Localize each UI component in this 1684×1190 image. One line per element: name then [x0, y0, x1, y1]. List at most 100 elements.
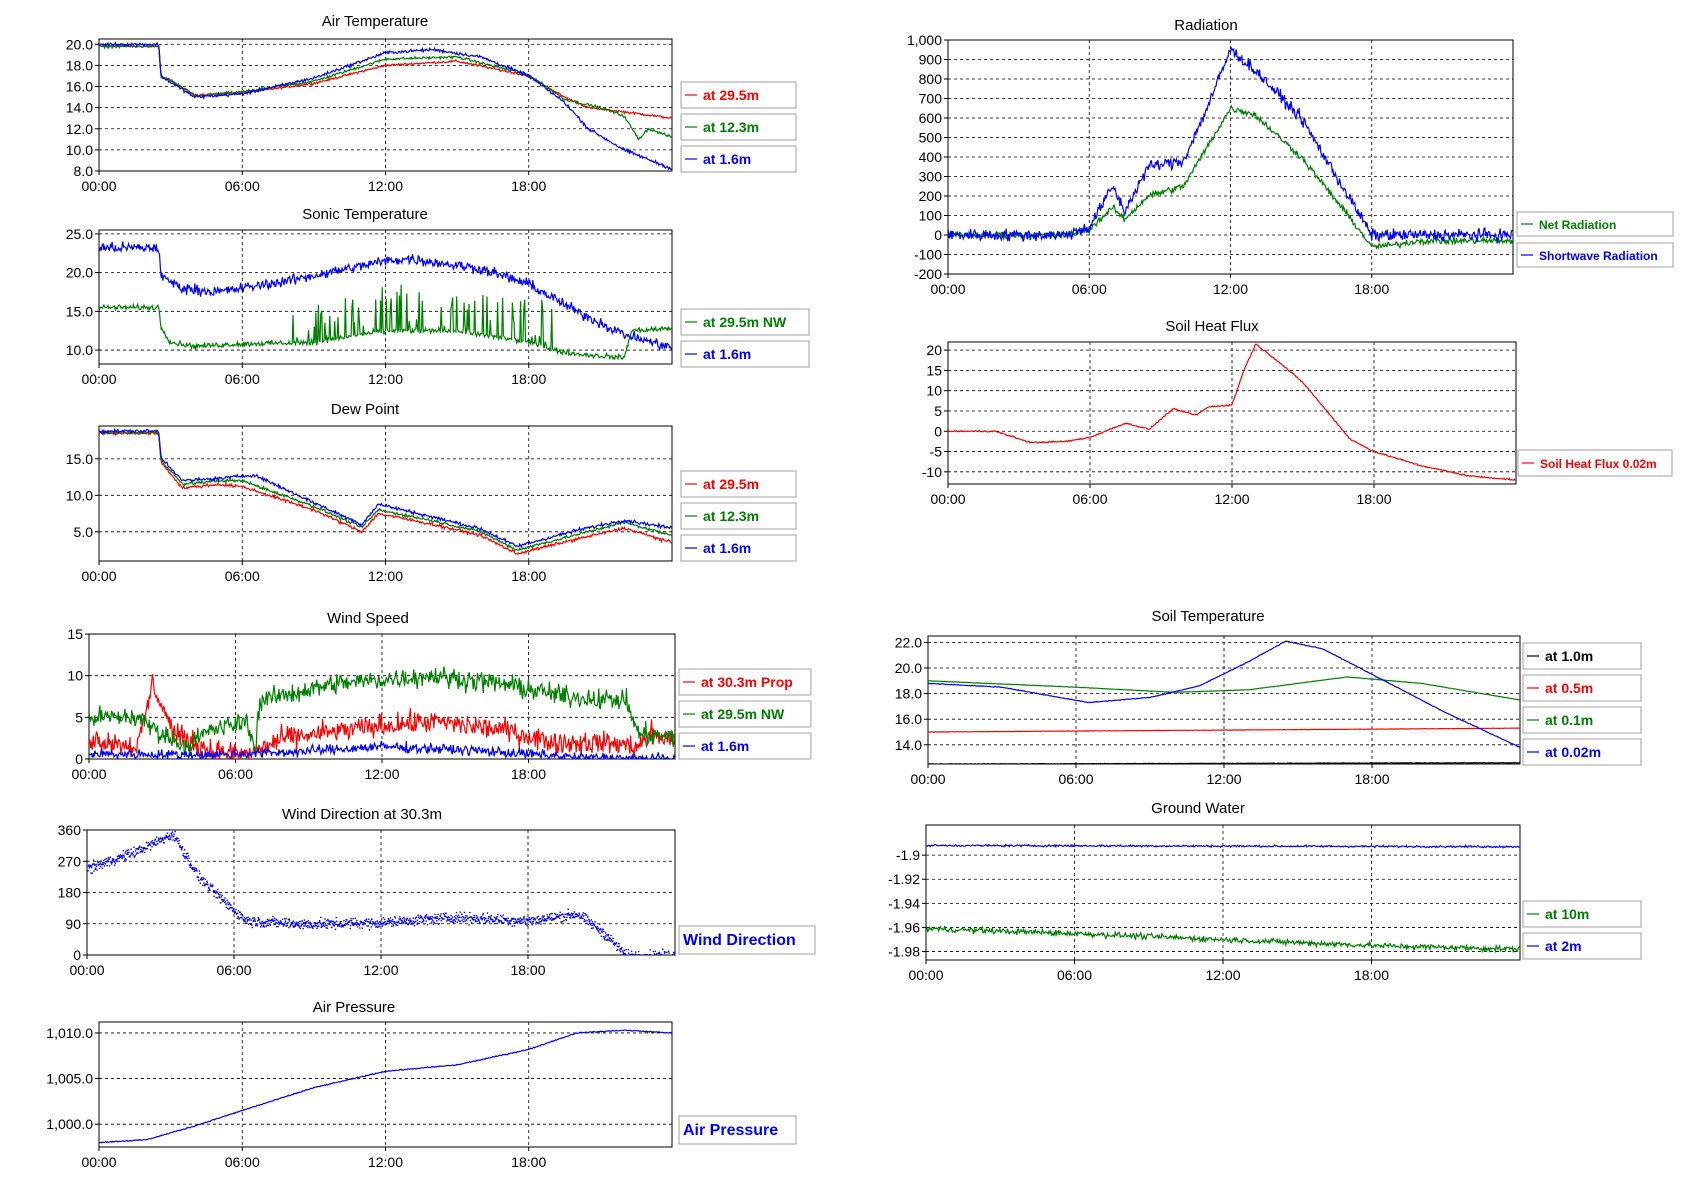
- data-point: [375, 923, 377, 925]
- data-point: [607, 935, 609, 937]
- data-point: [580, 915, 582, 917]
- data-point: [462, 916, 465, 918]
- data-point: [169, 838, 172, 840]
- data-point: [662, 948, 664, 950]
- data-point: [413, 922, 415, 924]
- data-point: [209, 889, 211, 891]
- data-point: [281, 923, 283, 925]
- data-point: [243, 920, 245, 922]
- data-point: [552, 919, 555, 921]
- data-point: [411, 920, 413, 922]
- data-point: [121, 855, 123, 857]
- data-point: [345, 923, 348, 925]
- legend-box: [680, 340, 810, 368]
- data-point: [90, 872, 92, 874]
- data-point: [220, 902, 222, 904]
- data-point: [656, 953, 658, 955]
- data-point: [571, 913, 573, 915]
- data-point: [297, 921, 300, 924]
- data-point: [352, 924, 354, 926]
- data-point: [620, 948, 623, 950]
- data-point: [532, 921, 534, 923]
- data-point: [488, 916, 490, 918]
- data-point: [93, 870, 95, 872]
- data-point: [562, 913, 564, 915]
- legend-label: at 0.5m: [1545, 680, 1593, 696]
- data-point: [593, 923, 596, 926]
- series-line: [99, 41, 672, 171]
- legend-label: at 10m: [1545, 906, 1589, 922]
- data-point: [326, 925, 328, 927]
- data-point: [252, 919, 255, 922]
- data-point: [471, 918, 474, 921]
- legend-box: [680, 308, 810, 336]
- data-point: [133, 846, 135, 848]
- data-point: [266, 924, 268, 927]
- data-point: [528, 919, 530, 921]
- data-point: [236, 913, 238, 915]
- data-point: [149, 843, 151, 845]
- data-point: [500, 920, 502, 922]
- data-point: [164, 838, 166, 840]
- data-point: [249, 917, 251, 920]
- data-point: [408, 923, 410, 925]
- data-point: [597, 927, 600, 930]
- data-point: [586, 919, 588, 922]
- data-point: [297, 924, 299, 927]
- data-point: [261, 920, 264, 923]
- data-point: [581, 914, 584, 916]
- data-point: [93, 863, 96, 865]
- legend-label: Soil Heat Flux 0.02m: [1540, 457, 1657, 471]
- data-point: [601, 930, 603, 932]
- data-point: [316, 927, 318, 930]
- data-point: [588, 918, 590, 921]
- data-point: [427, 918, 429, 920]
- data-point: [310, 923, 312, 925]
- data-point: [349, 920, 351, 922]
- legend-item: at 29.5m NW: [680, 308, 810, 336]
- data-point: [462, 916, 464, 918]
- data-point: [290, 922, 293, 924]
- data-point: [616, 945, 618, 948]
- air_temp-chart: Air Temperature 8.0 10.0 12.0 14.0 16.0 18.0 20…: [66, 13, 797, 194]
- y-tick-label: 10.0: [66, 342, 93, 358]
- data-point: [90, 866, 93, 868]
- data-point: [350, 919, 353, 922]
- data-point: [332, 924, 335, 926]
- data-point: [397, 924, 399, 926]
- data-point: [387, 918, 390, 920]
- data-point: [363, 923, 365, 925]
- data-point: [135, 848, 137, 850]
- data-point: [631, 953, 633, 955]
- data-point: [213, 895, 215, 897]
- data-point: [228, 902, 230, 904]
- data-point: [163, 837, 166, 839]
- data-point: [186, 855, 188, 858]
- legend-item: at 29.5m: [680, 470, 797, 498]
- data-point: [607, 934, 610, 936]
- data-point: [255, 925, 257, 927]
- data-point: [327, 920, 330, 922]
- data-point: [189, 866, 191, 869]
- data-point: [525, 923, 527, 926]
- data-point: [92, 863, 94, 865]
- data-point: [250, 919, 252, 921]
- data-point: [307, 926, 309, 929]
- data-point: [352, 924, 355, 926]
- data-point: [667, 954, 669, 955]
- data-point: [443, 913, 445, 915]
- data-point: [107, 859, 109, 862]
- data-point: [660, 953, 662, 955]
- data-point: [331, 926, 333, 929]
- data-point: [493, 920, 495, 923]
- data-point: [200, 878, 202, 881]
- x-tick-label: 18:00: [1354, 967, 1389, 983]
- data-point: [184, 849, 186, 851]
- data-point: [624, 953, 626, 955]
- data-point: [551, 912, 553, 915]
- data-point: [157, 839, 159, 841]
- data-point: [383, 918, 386, 921]
- data-point: [538, 919, 540, 921]
- data-point: [654, 950, 656, 952]
- x-tick-label: 00:00: [908, 967, 943, 983]
